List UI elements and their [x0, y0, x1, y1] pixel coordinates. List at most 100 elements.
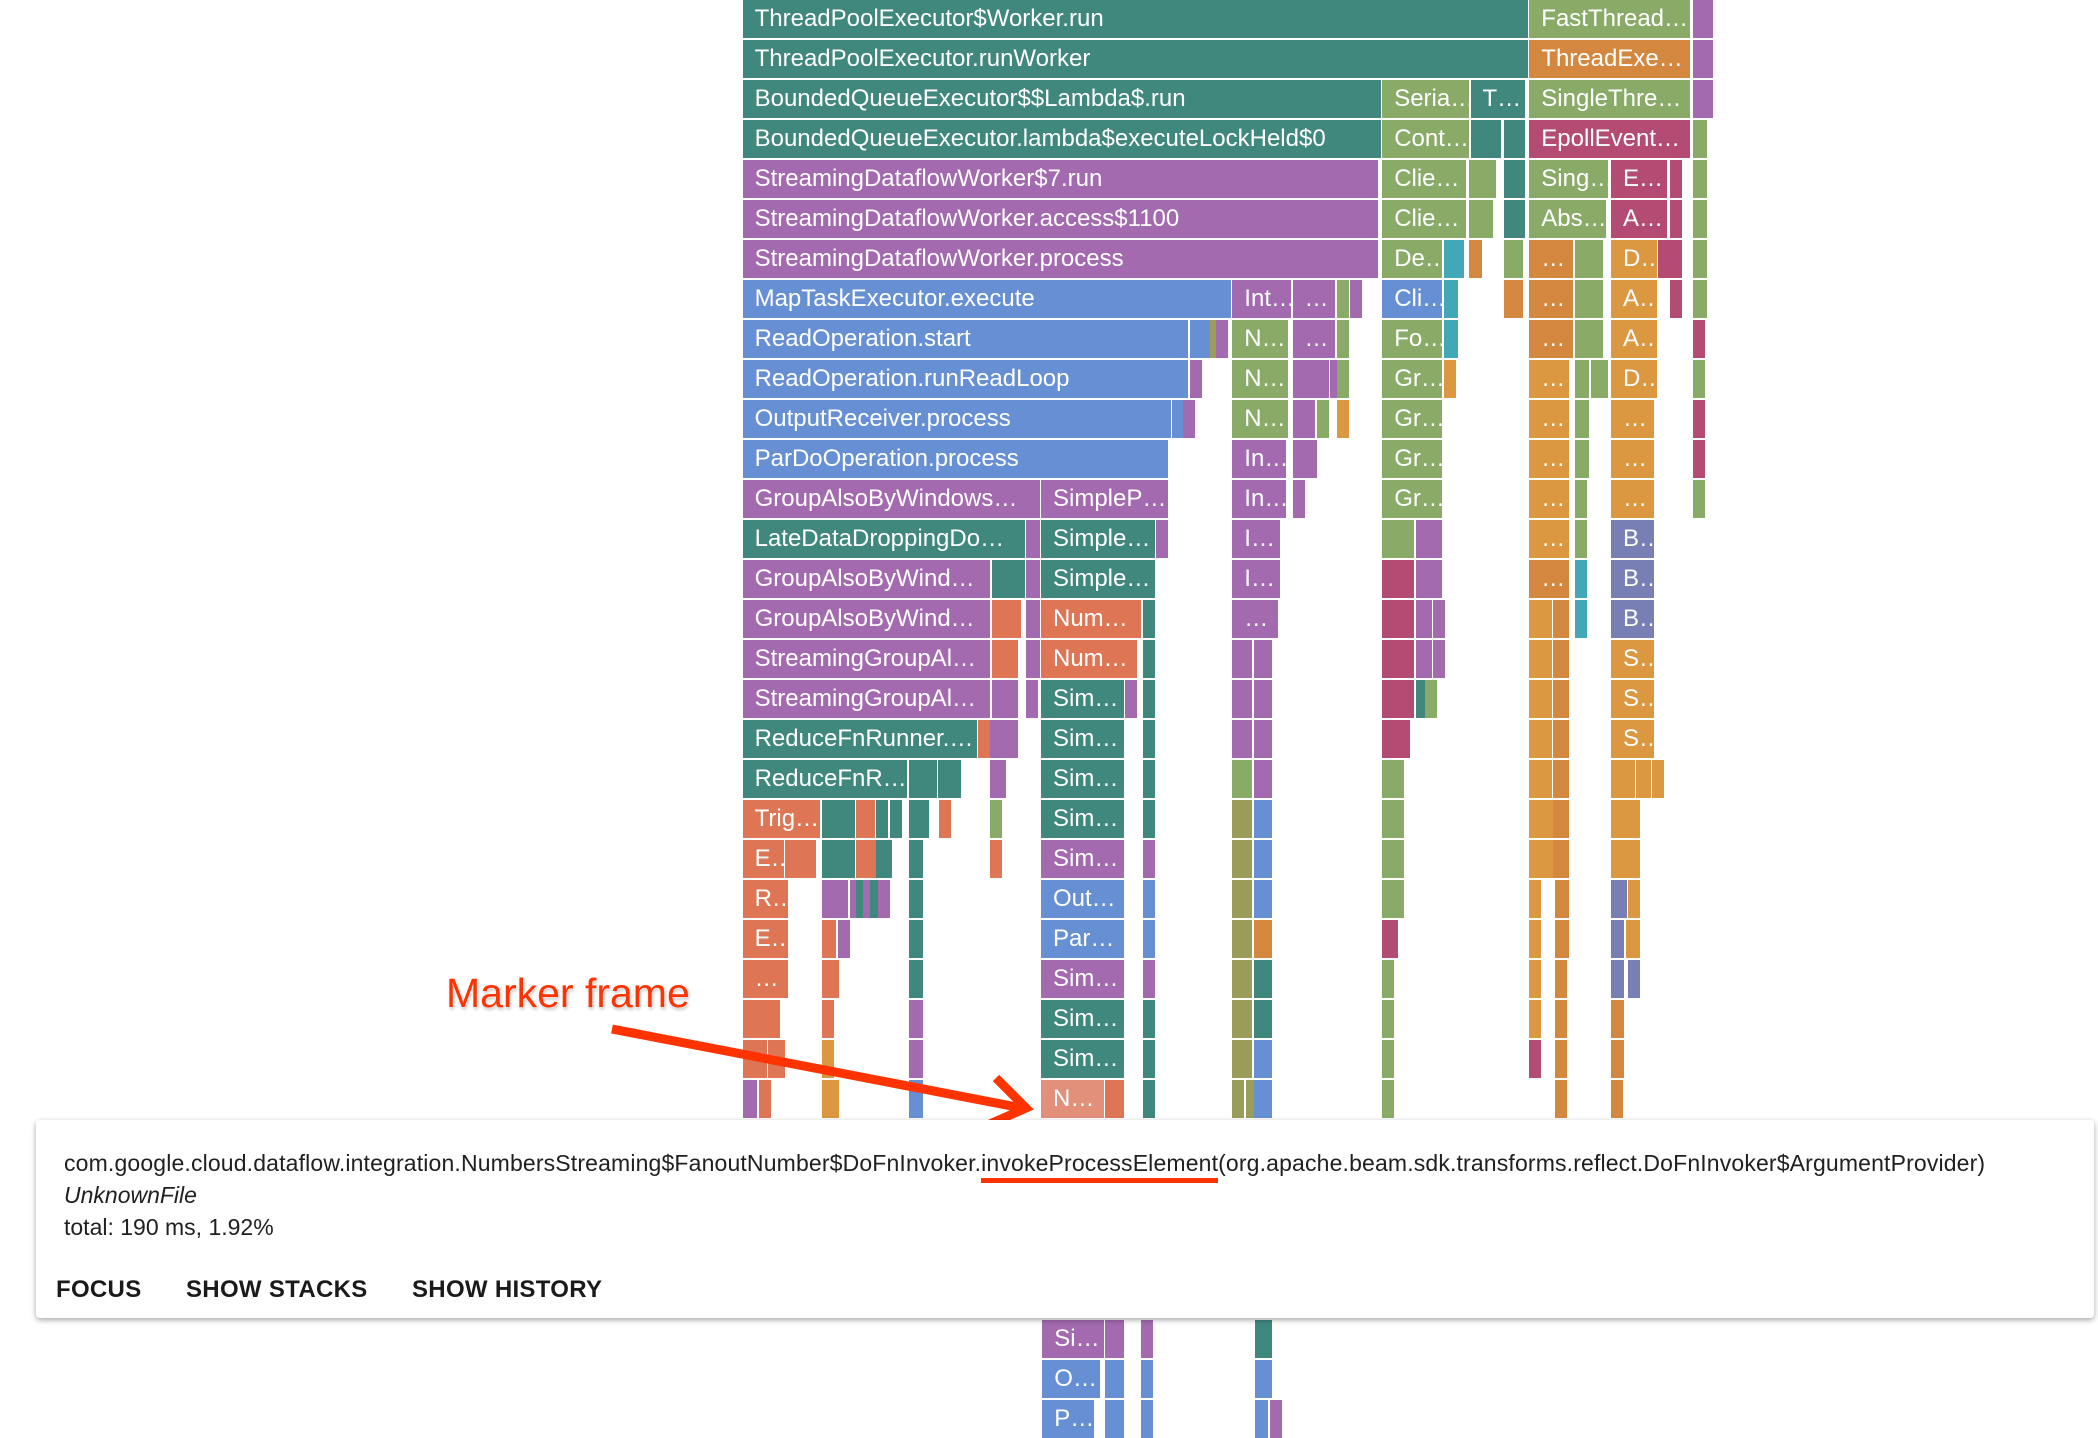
flame-frame[interactable]: GroupAlsoByWindows… [742, 480, 1040, 519]
flame-frame[interactable]: O… [1042, 1360, 1100, 1399]
flame-frame[interactable] [939, 800, 952, 839]
flame-frame[interactable] [1625, 920, 1641, 959]
flame-frame[interactable] [1216, 320, 1229, 359]
flame-frame[interactable] [908, 800, 929, 839]
flame-frame[interactable] [876, 800, 889, 839]
flame-frame[interactable] [1611, 960, 1625, 999]
flame-frame[interactable] [1316, 400, 1329, 439]
flame-frame[interactable]: StreamingDataflowWorker.access$1100 [742, 200, 1379, 238]
flame-frame[interactable]: D… [1611, 360, 1657, 399]
flame-frame[interactable] [1596, 360, 1609, 399]
flame-frame[interactable] [1026, 600, 1040, 639]
flame-frame[interactable] [1415, 520, 1443, 559]
flame-frame[interactable] [1611, 1040, 1625, 1079]
flame-frame[interactable] [1350, 280, 1363, 318]
flame-frame[interactable] [908, 840, 924, 879]
flame-frame[interactable] [1529, 920, 1542, 959]
flame-frame[interactable]: StreamingGroupAl… [742, 640, 991, 679]
flame-frame[interactable]: … [1292, 280, 1336, 318]
flame-frame[interactable] [1554, 1040, 1567, 1079]
flame-frame[interactable] [801, 840, 817, 879]
flame-frame[interactable]: Clie… [1382, 200, 1467, 238]
flame-frame[interactable]: … [1529, 480, 1570, 519]
flame-frame[interactable] [1253, 1000, 1273, 1039]
flame-frame[interactable] [1611, 920, 1625, 959]
flame-frame[interactable] [1692, 440, 1705, 479]
flame-frame[interactable] [1253, 840, 1273, 879]
flame-frame[interactable]: N… [1232, 320, 1289, 359]
flame-frame[interactable] [1382, 800, 1404, 839]
flame-frame[interactable] [908, 960, 924, 999]
flame-frame[interactable] [1292, 400, 1316, 439]
flame-frame[interactable] [1172, 400, 1185, 439]
flame-frame[interactable] [1628, 960, 1641, 999]
flame-frame[interactable]: FastThread… [1529, 0, 1690, 38]
flame-frame[interactable] [1382, 840, 1404, 879]
flame-frame[interactable] [1529, 880, 1542, 919]
flame-frame[interactable] [1692, 120, 1708, 158]
flame-frame[interactable] [1142, 680, 1155, 719]
focus-button[interactable]: FOCUS [56, 1276, 142, 1303]
flame-frame[interactable]: Trig… [742, 800, 821, 839]
flame-frame[interactable]: R… [742, 880, 789, 919]
flame-frame[interactable] [1142, 600, 1155, 639]
flame-frame[interactable] [1692, 320, 1705, 359]
flame-frame[interactable] [1481, 200, 1494, 238]
flame-frame[interactable] [1574, 360, 1590, 399]
flame-frame[interactable]: Out… [1041, 880, 1124, 919]
flame-frame[interactable]: ThreadPoolExecutor$Worker.run [742, 0, 1528, 38]
flame-frame[interactable] [1574, 520, 1587, 559]
flame-frame[interactable]: Abs… [1529, 200, 1606, 238]
flame-frame[interactable]: S… [1611, 640, 1654, 679]
flame-frame[interactable] [1529, 1000, 1542, 1039]
flame-frame[interactable]: Sing… [1529, 160, 1609, 198]
flame-frame[interactable] [826, 1080, 839, 1119]
flame-frame[interactable]: De… [1382, 240, 1443, 278]
flame-frame[interactable] [1292, 480, 1305, 519]
flame-frame[interactable] [1026, 560, 1040, 599]
flame-frame[interactable] [1574, 240, 1603, 278]
flame-frame[interactable] [948, 760, 961, 799]
flame-frame[interactable]: … [742, 960, 789, 999]
flame-frame[interactable] [1611, 800, 1641, 839]
flame-frame[interactable] [1415, 600, 1432, 639]
flame-frame[interactable] [1692, 40, 1713, 78]
flame-frame[interactable]: SingleThre… [1529, 80, 1690, 118]
flame-frame[interactable] [1142, 840, 1155, 879]
flame-frame[interactable]: LateDataDroppingDo… [742, 520, 1025, 559]
flame-frame[interactable] [908, 880, 924, 919]
flame-frame[interactable] [1574, 320, 1603, 359]
flame-frame[interactable] [1669, 200, 1682, 238]
flame-frame[interactable] [937, 760, 950, 799]
flame-frame[interactable]: Fo… [1382, 320, 1443, 359]
flame-frame[interactable] [1529, 760, 1552, 799]
flame-frame[interactable]: Sim… [1041, 680, 1124, 719]
flame-frame[interactable]: Cli… [1382, 280, 1443, 318]
flame-frame[interactable]: … [1529, 520, 1570, 559]
flame-frame[interactable] [1574, 480, 1587, 519]
flame-frame[interactable]: GroupAlsoByWind… [742, 560, 991, 599]
flame-frame[interactable] [1142, 880, 1155, 919]
flame-frame[interactable] [908, 760, 937, 799]
flame-frame[interactable] [1669, 240, 1682, 278]
flame-frame[interactable]: E… [1611, 160, 1668, 198]
flame-frame[interactable] [1611, 1000, 1625, 1039]
flame-frame[interactable]: … [1529, 440, 1570, 479]
flame-frame[interactable] [1574, 400, 1590, 439]
flame-frame[interactable] [821, 800, 855, 839]
flame-frame[interactable] [1255, 1400, 1269, 1438]
flame-frame[interactable] [1692, 280, 1708, 318]
flame-frame[interactable] [1692, 0, 1713, 38]
flame-frame[interactable]: GroupAlsoByWind… [742, 600, 991, 639]
flame-frame[interactable] [908, 920, 924, 959]
flame-frame[interactable]: EpollEvent… [1529, 120, 1690, 158]
flame-frame[interactable] [1611, 880, 1628, 919]
flame-frame[interactable] [837, 920, 850, 959]
show-stacks-button[interactable]: SHOW STACKS [186, 1276, 368, 1303]
flame-frame[interactable] [1574, 440, 1590, 479]
flame-frame[interactable] [1142, 1000, 1155, 1039]
flame-frame[interactable] [1382, 640, 1415, 679]
flame-frame[interactable] [1652, 760, 1665, 799]
flame-frame[interactable]: ReadOperation.runReadLoop [742, 360, 1189, 399]
flame-frame[interactable] [1232, 760, 1253, 799]
